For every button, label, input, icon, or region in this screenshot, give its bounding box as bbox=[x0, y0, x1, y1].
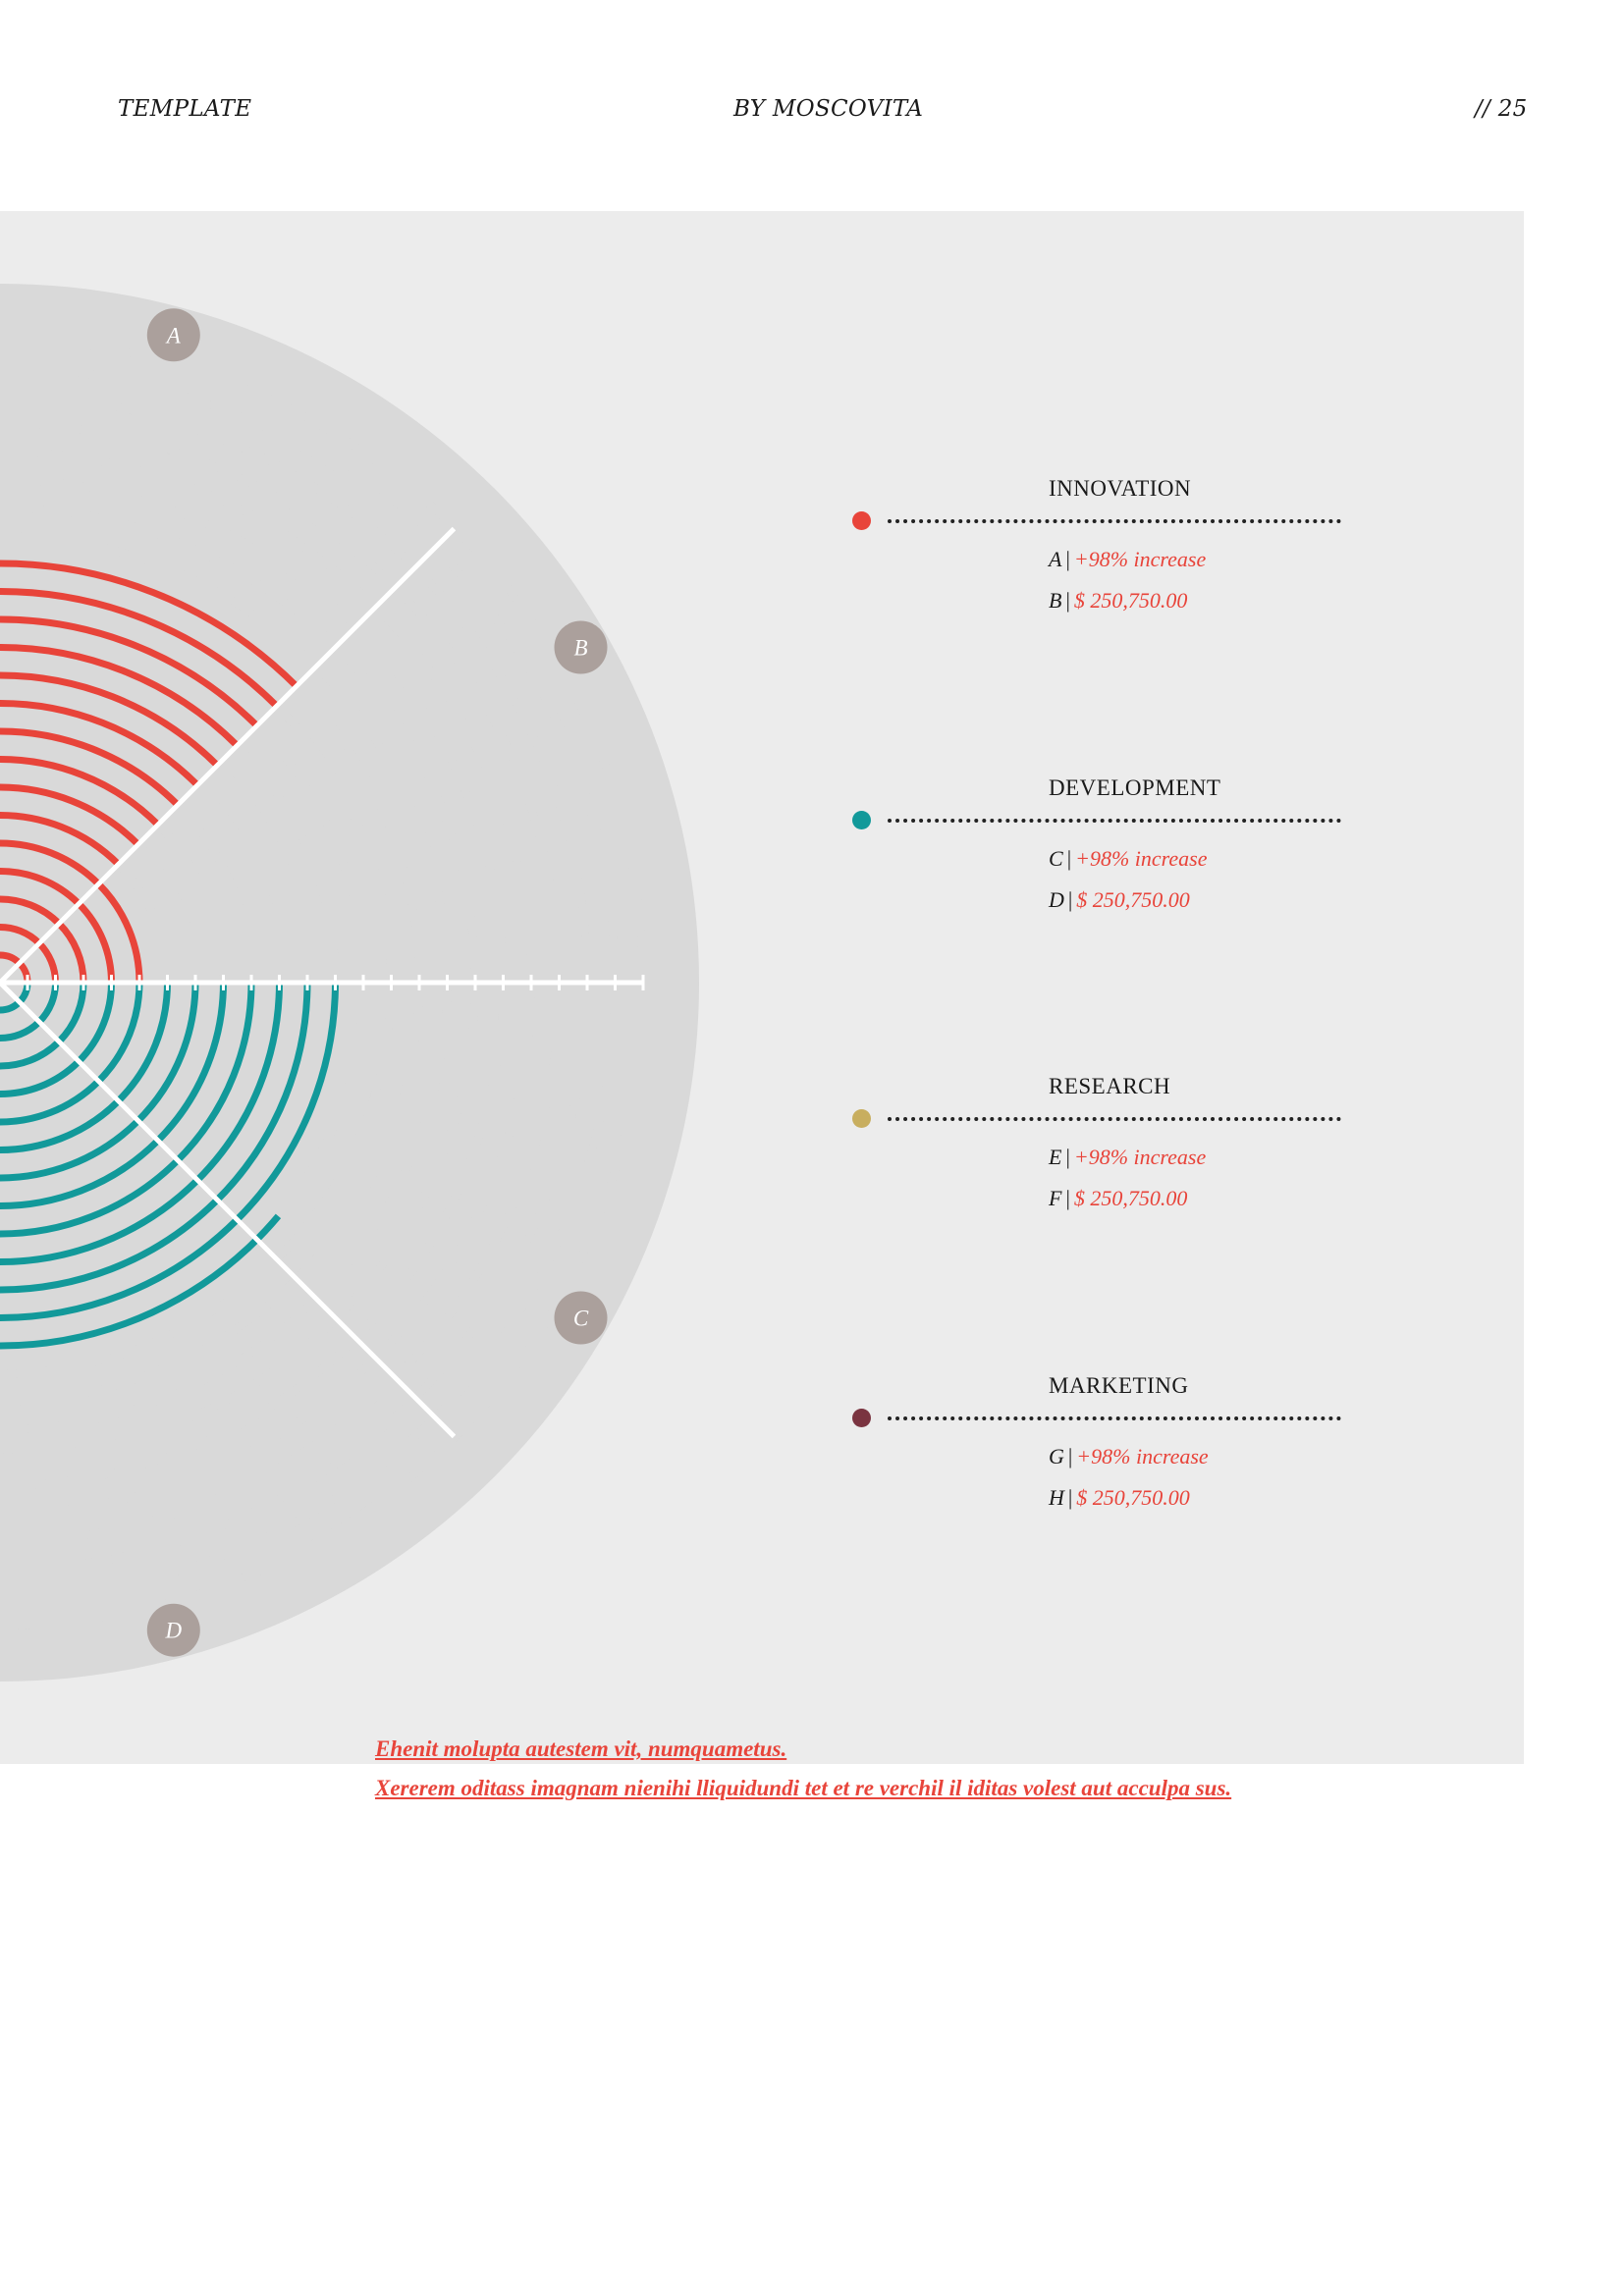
legend-row: F | $ 250,750.00 bbox=[1049, 1186, 1188, 1210]
legend-row: C | +98% increase bbox=[1049, 846, 1208, 871]
spoke-line bbox=[0, 526, 457, 985]
legend-row: B | $ 250,750.00 bbox=[1049, 588, 1188, 613]
legend-title: MARKETING bbox=[1049, 1373, 1189, 1398]
radial-chart: A B C D bbox=[0, 284, 699, 1682]
innovation-arc bbox=[0, 615, 260, 728]
legend-dot bbox=[852, 511, 871, 530]
legend-title: RESEARCH bbox=[1049, 1074, 1171, 1098]
note-line-1: Ehenit molupta autestem vit, numquametus… bbox=[375, 1736, 787, 1761]
marker-label: D bbox=[164, 1619, 182, 1643]
page-number: // 25 bbox=[1475, 96, 1528, 122]
legend-title: DEVELOPMENT bbox=[1049, 775, 1221, 800]
innovation-arc bbox=[0, 812, 122, 867]
legend-row: E | +98% increase bbox=[1049, 1145, 1207, 1169]
header-left: TEMPLATE bbox=[118, 96, 252, 122]
caption-note: Ehenit molupta autestem vit, numquametus… bbox=[375, 1730, 1231, 1808]
innovation-arc bbox=[0, 924, 42, 946]
innovation-arc bbox=[0, 671, 220, 769]
legend-dot bbox=[852, 1109, 871, 1128]
dotted-rule bbox=[888, 519, 1341, 523]
legend-row: H | $ 250,750.00 bbox=[1049, 1485, 1190, 1510]
dotted-rule bbox=[888, 1416, 1341, 1420]
innovation-arc bbox=[0, 839, 101, 887]
innovation-arc bbox=[0, 895, 62, 927]
development-arc bbox=[0, 1213, 282, 1350]
marker-c-icon bbox=[554, 1291, 608, 1345]
innovation-arc bbox=[0, 727, 181, 808]
dotted-rule bbox=[888, 819, 1341, 823]
innovation-arc bbox=[0, 644, 240, 748]
innovation-arc bbox=[0, 700, 200, 788]
legend-row: D | $ 250,750.00 bbox=[1049, 887, 1190, 912]
marker-label: C bbox=[573, 1307, 589, 1331]
marker-a-icon bbox=[146, 308, 200, 362]
legend-dot bbox=[852, 1409, 871, 1427]
dotted-rule bbox=[888, 1117, 1341, 1121]
marker-b-icon bbox=[554, 620, 608, 674]
legend-row: G | +98% increase bbox=[1049, 1444, 1209, 1468]
spoke-line bbox=[0, 981, 457, 1439]
innovation-arc bbox=[0, 560, 299, 689]
legend-title: INNOVATION bbox=[1049, 476, 1192, 501]
innovation-arc bbox=[0, 868, 81, 907]
note-line-2: Xererem oditass imagnam nienihi lliquidu… bbox=[375, 1776, 1232, 1800]
innovation-arc bbox=[0, 783, 141, 847]
innovation-arc bbox=[0, 756, 161, 828]
header-center: BY MOSCOVITA bbox=[733, 96, 924, 122]
marker-d-icon bbox=[146, 1603, 200, 1657]
innovation-arc bbox=[76, 901, 115, 984]
marker-label: A bbox=[165, 323, 182, 347]
infographic-panel: A B C D INNOVATION A | +98% increase B | $ 250,… bbox=[0, 211, 1524, 1764]
innovation-arc bbox=[95, 881, 143, 984]
legend-row: A | +98% increase bbox=[1049, 547, 1207, 571]
innovation-arc bbox=[0, 588, 280, 709]
legend-dot bbox=[852, 811, 871, 829]
marker-label: B bbox=[573, 636, 587, 661]
